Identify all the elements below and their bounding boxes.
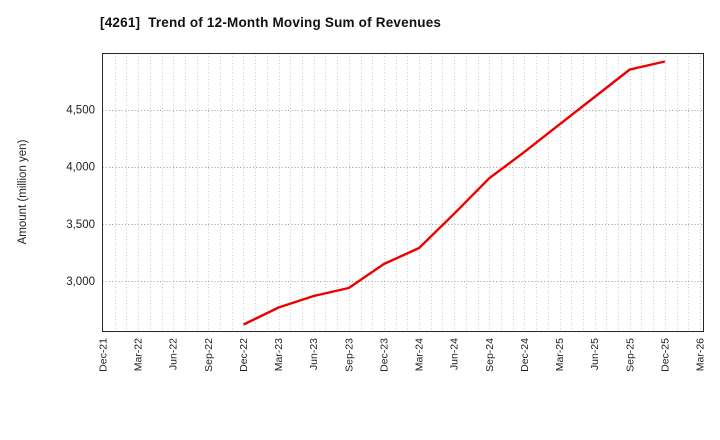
x-tick-label: Mar-22	[133, 338, 145, 371]
x-tick-label: Jun-22	[168, 338, 180, 370]
x-tick-label: Dec-25	[659, 338, 671, 372]
x-tick-label: Mar-26	[695, 338, 707, 371]
y-tick-label: 4,500	[66, 104, 95, 116]
x-tick-label: Jun-24	[449, 338, 461, 370]
x-tick-label: Mar-24	[414, 338, 426, 371]
x-tick-label: Sep-23	[343, 338, 355, 372]
y-tick-label: 4,000	[66, 162, 95, 174]
x-tick-label: Jun-25	[589, 338, 601, 370]
x-tick-label: Dec-24	[519, 338, 531, 372]
chart-title: [4261] Trend of 12-Month Moving Sum of R…	[100, 15, 442, 30]
x-tick-label: Jun-23	[308, 338, 320, 370]
plot-frame	[102, 53, 704, 332]
x-tick-label: Sep-24	[484, 338, 496, 372]
x-tick-label: Dec-22	[238, 338, 250, 372]
x-tick-label: Mar-25	[554, 338, 566, 371]
y-tick-label: 3,000	[66, 276, 95, 288]
x-tick-label: Sep-25	[624, 338, 636, 372]
revenue-series-line	[242, 60, 666, 326]
x-tick-label: Dec-21	[98, 338, 110, 372]
y-tick-label: 3,500	[66, 219, 95, 231]
x-tick-label: Dec-23	[378, 338, 390, 372]
x-tick-label: Sep-22	[203, 338, 215, 372]
x-tick-label: Mar-23	[273, 338, 285, 371]
